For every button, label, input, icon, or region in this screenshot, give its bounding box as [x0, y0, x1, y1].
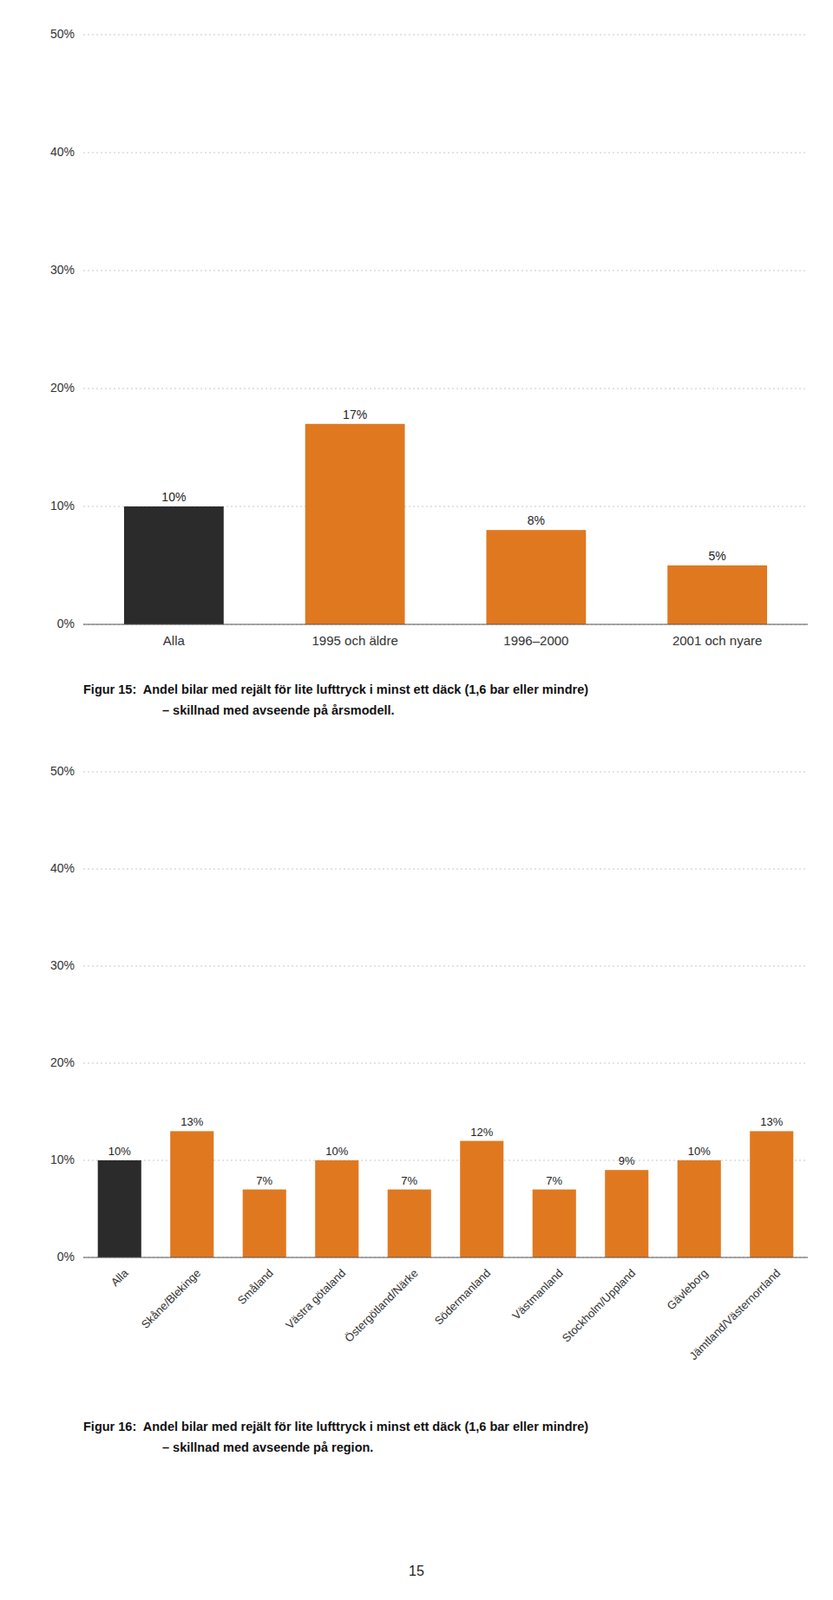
y-tick-label: 10% [50, 498, 75, 513]
data-label: 10% [688, 1145, 711, 1159]
bar [532, 1190, 577, 1259]
bar [749, 1131, 794, 1259]
grid-line [83, 1258, 808, 1260]
data-label: 9% [618, 1154, 636, 1168]
grid-line [83, 152, 808, 154]
caption: Figur 16: Andel bilar med rejält för lit… [83, 1420, 589, 1435]
x-tick-label: Östergötland/Närke [341, 1266, 420, 1345]
y-tick-label: 20% [50, 1056, 75, 1070]
data-label: 12% [470, 1126, 493, 1140]
chart: 0% 10% 20% 30% 40% 50% 10% 17% 8% 5% Alla 1995 och … [50, 26, 808, 718]
grid-line [83, 34, 808, 36]
x-tick-label: Gävleborg [664, 1266, 711, 1313]
x-tick-label: Västra götaland [282, 1266, 348, 1332]
grid-line [83, 1063, 808, 1065]
y-tick-label: 10% [50, 1153, 75, 1168]
grid-line [83, 388, 808, 390]
bar [485, 530, 586, 625]
data-label: 7% [545, 1174, 563, 1188]
y-tick-label: 30% [50, 262, 75, 277]
page-number: 15 [408, 1564, 425, 1580]
grid-line [83, 966, 808, 968]
chart: 0% 10% 20% 30% 40% 50% 10% 13% 7% 10% 7% 12% 7% 9% 10%… [50, 764, 808, 1456]
bar [242, 1190, 287, 1259]
x-tick-label: Södermanland [432, 1266, 493, 1328]
data-label: 7% [255, 1174, 273, 1188]
x-axis-line [83, 1258, 808, 1260]
page: 0% 10% 20% 30% 40% 50% 10% 17% 8% 5% Alla 1995 och … [0, 0, 833, 1600]
data-label: 13% [180, 1115, 204, 1129]
y-tick-label: 30% [50, 958, 75, 973]
caption: Figur 15: Andel bilar med rejält för lit… [83, 682, 589, 697]
x-axis-line [83, 624, 808, 626]
bar [677, 1160, 722, 1259]
x-tick-label: Jämtland/Västernorrland [686, 1266, 783, 1364]
bar [98, 1160, 142, 1259]
data-label: 10% [161, 490, 186, 505]
background [0, 0, 833, 1600]
x-tick-label: 1996–2000 [503, 633, 569, 649]
x-tick-label: 2001 och nyare [672, 633, 762, 649]
bar [387, 1190, 432, 1259]
data-label: 7% [400, 1174, 418, 1188]
bar [459, 1141, 504, 1259]
grid-line [83, 869, 808, 871]
data-label: 13% [760, 1115, 783, 1129]
x-tick-label: Alla [163, 633, 186, 649]
bar [667, 565, 768, 625]
data-label: 10% [108, 1145, 132, 1159]
caption-line-2: – skillnad med avseende på årsmodell. [162, 703, 395, 718]
data-label: 5% [708, 549, 727, 564]
data-label: 17% [342, 407, 368, 422]
bars [98, 1131, 794, 1259]
bar [305, 424, 406, 625]
x-tick-label: Västmanland [509, 1266, 565, 1323]
x-tick-label: Småland [235, 1266, 276, 1308]
y-tick-label: 0% [57, 616, 75, 631]
bar [170, 1131, 214, 1259]
bar [314, 1160, 359, 1259]
bar [604, 1170, 649, 1259]
bars [124, 424, 768, 625]
x-tick-label: Skåne/Blekinge [138, 1266, 204, 1332]
y-tick-label: 50% [50, 26, 75, 41]
y-tick-label: 0% [57, 1250, 75, 1265]
y-tick-label: 50% [50, 764, 75, 779]
data-label: 10% [325, 1145, 348, 1159]
y-tick-label: 40% [50, 144, 75, 159]
grid-line [83, 270, 808, 272]
caption-line-2: – skillnad med avseende på region. [162, 1441, 374, 1456]
x-tick-label: Stockholm/Uppland [559, 1266, 638, 1345]
data-label: 8% [527, 513, 545, 528]
grid-line [83, 624, 808, 626]
y-tick-label: 40% [50, 861, 75, 876]
grid-line [83, 772, 808, 774]
y-tick-label: 20% [50, 380, 75, 395]
x-tick-label: 1995 och äldre [312, 633, 399, 649]
x-tick-label: Alla [108, 1266, 132, 1290]
bar [124, 506, 224, 625]
